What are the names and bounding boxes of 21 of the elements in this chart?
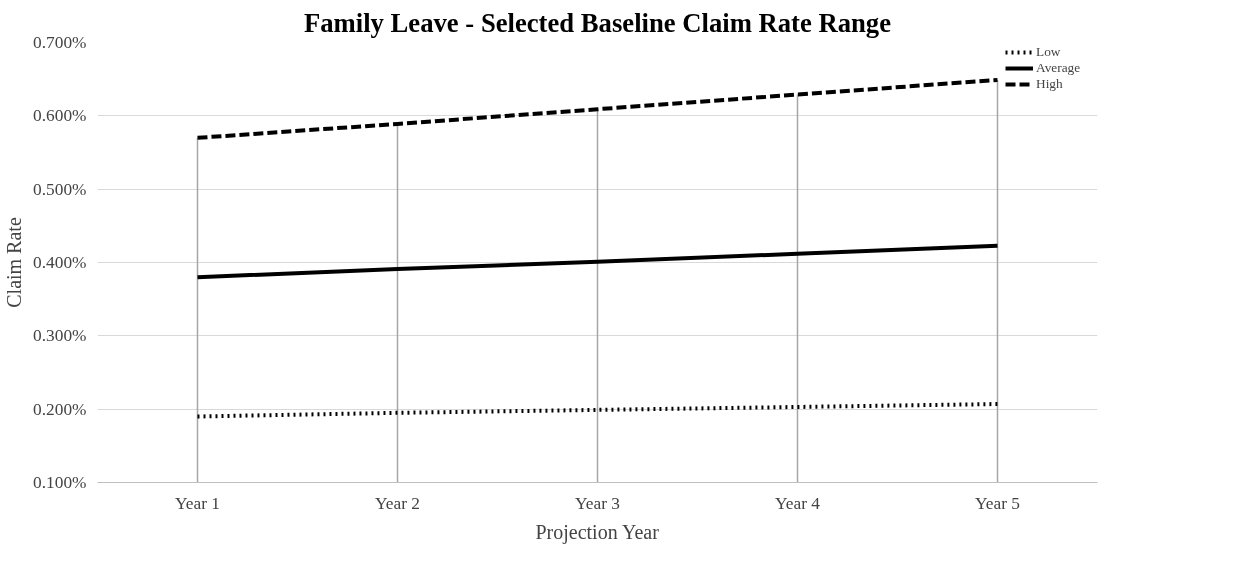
y-tick-label: 0.700% [33, 33, 87, 52]
y-tick-label: 0.500% [33, 179, 87, 199]
y-tick-label: 0.400% [33, 253, 87, 272]
line-series [195, 77, 1000, 140]
line-series [195, 402, 1000, 419]
legend-label: High [1036, 76, 1063, 92]
x-axis-title: Projection Year [535, 520, 660, 544]
x-tick-label: Year 1 [175, 493, 220, 513]
chart-title: Family Leave - Selected Baseline Claim Rate Range [303, 7, 892, 38]
x-tick-label: Year 4 [775, 493, 821, 513]
line-series [195, 243, 1000, 280]
y-axis-title: Claim Rate [3, 217, 26, 308]
y-tick-label: 0.100% [33, 473, 87, 492]
legend-label: Average [1036, 60, 1081, 76]
y-tick-label: 0.600% [33, 106, 87, 126]
legend-label: Low [1036, 44, 1061, 60]
x-tick-label: Year 5 [975, 493, 1020, 513]
x-tick-label: Year 2 [375, 493, 420, 513]
y-tick-label: 0.200% [33, 399, 87, 419]
y-tick-label: 0.300% [33, 326, 87, 346]
x-tick-label: Year 3 [575, 493, 620, 513]
